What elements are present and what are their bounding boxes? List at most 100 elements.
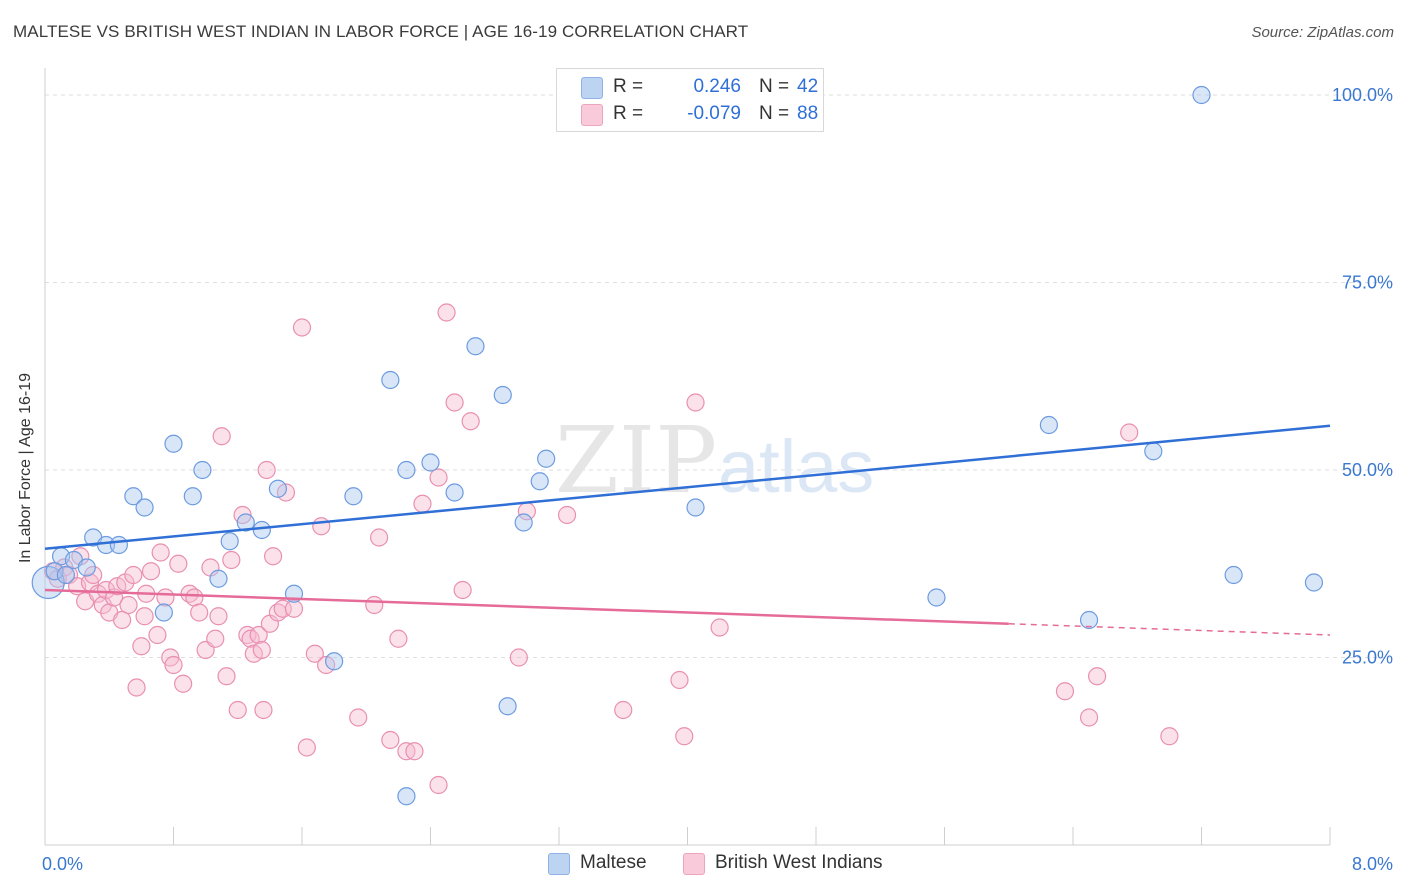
maltese-point (252, 520, 271, 540)
maltese-legend-label: Maltese (580, 852, 647, 873)
bwi-point (413, 494, 432, 513)
axes (44, 68, 1331, 846)
maltese-point (236, 513, 255, 532)
bwi-swatch (683, 853, 705, 875)
bwi-point (257, 460, 276, 480)
bwi-point (212, 427, 231, 446)
bwi-point (670, 670, 689, 690)
bwi-point (185, 588, 204, 607)
bwi-point (127, 678, 146, 697)
maltese-point (183, 487, 202, 506)
bwi-swatch (581, 104, 603, 126)
bwi-point (249, 625, 268, 645)
bwi-point (119, 595, 138, 615)
bwi-point (437, 303, 456, 322)
bwi-r-value: -0.079 (687, 103, 741, 124)
bwi-point (151, 543, 170, 562)
bwi-trend-line (44, 588, 1009, 625)
bwi-n-value: 88 (797, 103, 819, 124)
maltese-point (344, 487, 363, 506)
bwi-point (312, 517, 331, 536)
bwi-point (1160, 727, 1179, 746)
maltese-r-value: 0.246 (693, 76, 741, 97)
bwi-point (429, 775, 448, 795)
maltese-point (77, 558, 96, 577)
r-label: R = (613, 103, 644, 124)
bwi-point (445, 393, 464, 412)
bwi-point (174, 674, 193, 693)
tick-labels: 25.0% 50.0% 75.0% 100.0% 0.0% 8.0% (42, 85, 1393, 874)
bwi-point (148, 625, 167, 645)
bwi-point (370, 528, 389, 547)
maltese-n-value: 42 (797, 76, 819, 97)
y-axis-label: In Labor Force | Age 16-19 (17, 372, 34, 564)
maltese-point (45, 562, 64, 581)
bwi-point (156, 588, 175, 607)
bwi-trend-line-extension (1008, 623, 1331, 636)
bwi-point (292, 318, 312, 337)
bwi-point (297, 738, 316, 757)
maltese-point (381, 370, 400, 390)
bwi-point (405, 742, 424, 761)
maltese-point (1224, 565, 1243, 585)
bwi-point (305, 644, 324, 663)
maltese-point (514, 513, 533, 532)
watermark: ZIP atlas (555, 407, 874, 514)
bwi-point (252, 640, 271, 660)
maltese-point (397, 787, 416, 806)
bwi-point (365, 595, 384, 615)
grid-lines (45, 94, 1390, 658)
maltese-point (445, 483, 464, 502)
bwi-point (1087, 667, 1107, 686)
bwi-point (461, 412, 480, 431)
bwi-point (169, 554, 188, 573)
maltese-point (164, 434, 183, 453)
bwi-point (254, 700, 273, 720)
bwi-point (209, 607, 228, 626)
source-label: Source: ZipAtlas.com (1251, 24, 1394, 41)
maltese-point (421, 453, 440, 472)
maltese-point (1039, 415, 1059, 435)
stats-legend: R = 0.246 N = 42 R = -0.079 N = 88 (556, 68, 824, 132)
bwi-point (206, 629, 225, 648)
bwi-legend-label: British West Indians (715, 852, 883, 873)
maltese-swatch (581, 77, 603, 99)
maltese-point (1079, 610, 1099, 630)
maltese-point (220, 532, 239, 551)
n-label: N = (759, 103, 790, 124)
maltese-point (530, 472, 549, 491)
n-label: N = (759, 76, 790, 97)
bwi-point (222, 550, 241, 570)
maltese-point (466, 337, 485, 356)
maltese-point (193, 460, 212, 480)
bwi-point (686, 393, 705, 412)
bwi-point (263, 547, 283, 566)
maltese-point (537, 449, 556, 468)
maltese-trend-line (44, 424, 1331, 550)
bwi-point (1079, 708, 1099, 727)
r-label: R = (613, 76, 644, 97)
maltese-points (31, 85, 1324, 806)
maltese-point (1304, 573, 1324, 592)
maltese-point (124, 487, 143, 506)
x-tick-label-max: 8.0% (1352, 854, 1393, 874)
maltese-point (209, 569, 228, 588)
bwi-point (124, 565, 143, 585)
maltese-point (397, 460, 416, 480)
bwi-point (557, 505, 577, 525)
watermark-atlas: atlas (718, 425, 874, 508)
maltese-point (96, 535, 116, 555)
maltese-point (325, 652, 344, 671)
bwi-point (1120, 423, 1139, 442)
trend-lines (44, 424, 1331, 636)
maltese-point (927, 588, 946, 607)
maltese-point (498, 697, 517, 716)
bwi-point (141, 562, 161, 581)
bwi-point (84, 565, 103, 585)
maltese-point (135, 498, 154, 517)
bwi-point (614, 700, 633, 720)
bwi-point (164, 655, 183, 675)
bwi-point (217, 667, 236, 686)
bwi-point (1055, 682, 1075, 701)
